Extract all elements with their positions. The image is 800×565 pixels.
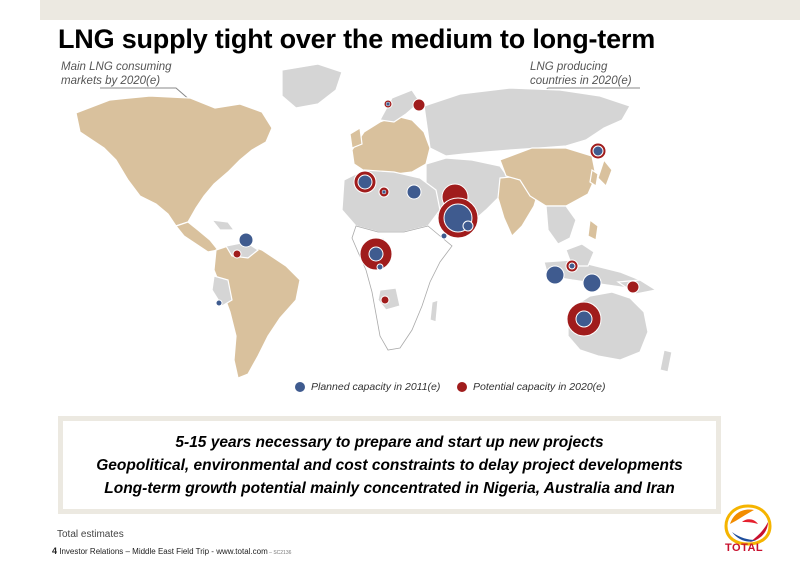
greenland-region [281,63,343,109]
planned-bubble-egypt [406,184,422,200]
legend-potential-label: Potential capacity in 2020(e) [473,381,606,393]
producing-callout-line2: countries in 2020(e) [530,75,632,87]
legend-potential: Potential capacity in 2020(e) [457,381,606,393]
planned-bubble-indonesia [582,273,602,293]
planned-bubble-nigeria [368,246,384,262]
page-title: LNG supply tight over the medium to long… [58,24,656,54]
korea-region [589,168,599,188]
message-line-1: 5-15 years necessary to prepare and star… [175,433,604,451]
capacity-bubbles [215,98,640,337]
potential-bubble-angola [380,295,390,305]
page-footer: 4 Investor Relations – Middle East Field… [52,546,291,556]
total-logo-wordmark: TOTAL [725,542,764,554]
potential-bubble-venezuela [232,249,242,259]
message-line-2: Geopolitical, environmental and cost con… [96,456,683,474]
planned-bubble-trinidad [238,232,254,248]
planned-bubble-oman [462,220,474,232]
key-messages-inner: 5-15 years necessary to prepare and star… [63,421,716,509]
north-america-region [75,95,273,227]
total-logo [724,504,772,546]
caribbean-region [210,219,236,231]
planned-bubble-malaysia [545,265,565,285]
planned-bubble-libya [381,189,387,195]
madagascar-region [429,299,439,323]
planned-bubble-eq-guinea [376,263,384,271]
planned-bubble-algeria [357,174,373,190]
world-map [75,63,673,379]
potential-bubble-norway [412,98,426,112]
footer-text: Investor Relations – Middle East Field T… [57,547,268,556]
planned-bubble-yemen [440,232,448,240]
philippines-region [587,218,599,241]
potential-bubble-png [626,280,640,294]
peru-region [211,275,233,307]
planned-bubble-peru [215,299,223,307]
russia-region [423,87,631,157]
japan-region [597,158,613,188]
legend-planned: Planned capacity in 2011(e) [295,381,440,393]
uk-region [349,127,363,149]
china-region [499,147,597,207]
key-messages-box: 5-15 years necessary to prepare and star… [58,416,721,514]
central-america-region [174,221,220,253]
planned-bubble-brunei [568,262,576,270]
planned-swatch [295,382,305,392]
producing-callout-line1: LNG producing [530,61,608,73]
potential-swatch [457,382,467,392]
new-zealand-region [659,349,673,373]
message-line-3: Long-term growth potential mainly concen… [104,479,675,497]
footer-ref: – SC2136 [267,550,292,556]
producing-countries-callout: LNG producing countries in 2020(e) [530,60,632,88]
legend-planned-label: Planned capacity in 2011(e) [311,381,441,393]
consuming-callout-line2: markets by 2020(e) [61,75,161,87]
planned-bubble-russia [592,145,604,157]
consuming-callout-line1: Main LNG consuming [61,61,172,73]
top-band [40,0,800,20]
consuming-markets-callout: Main LNG consuming markets by 2020(e) [61,60,172,88]
planned-bubble-australia [575,310,593,328]
footnote: Total estimates [57,529,124,540]
planned-bubble-norway [385,101,391,107]
southeast-asia-region [545,205,577,245]
page-number: 4 [52,546,58,556]
south-america-region [213,241,301,379]
europe-region [351,115,431,177]
